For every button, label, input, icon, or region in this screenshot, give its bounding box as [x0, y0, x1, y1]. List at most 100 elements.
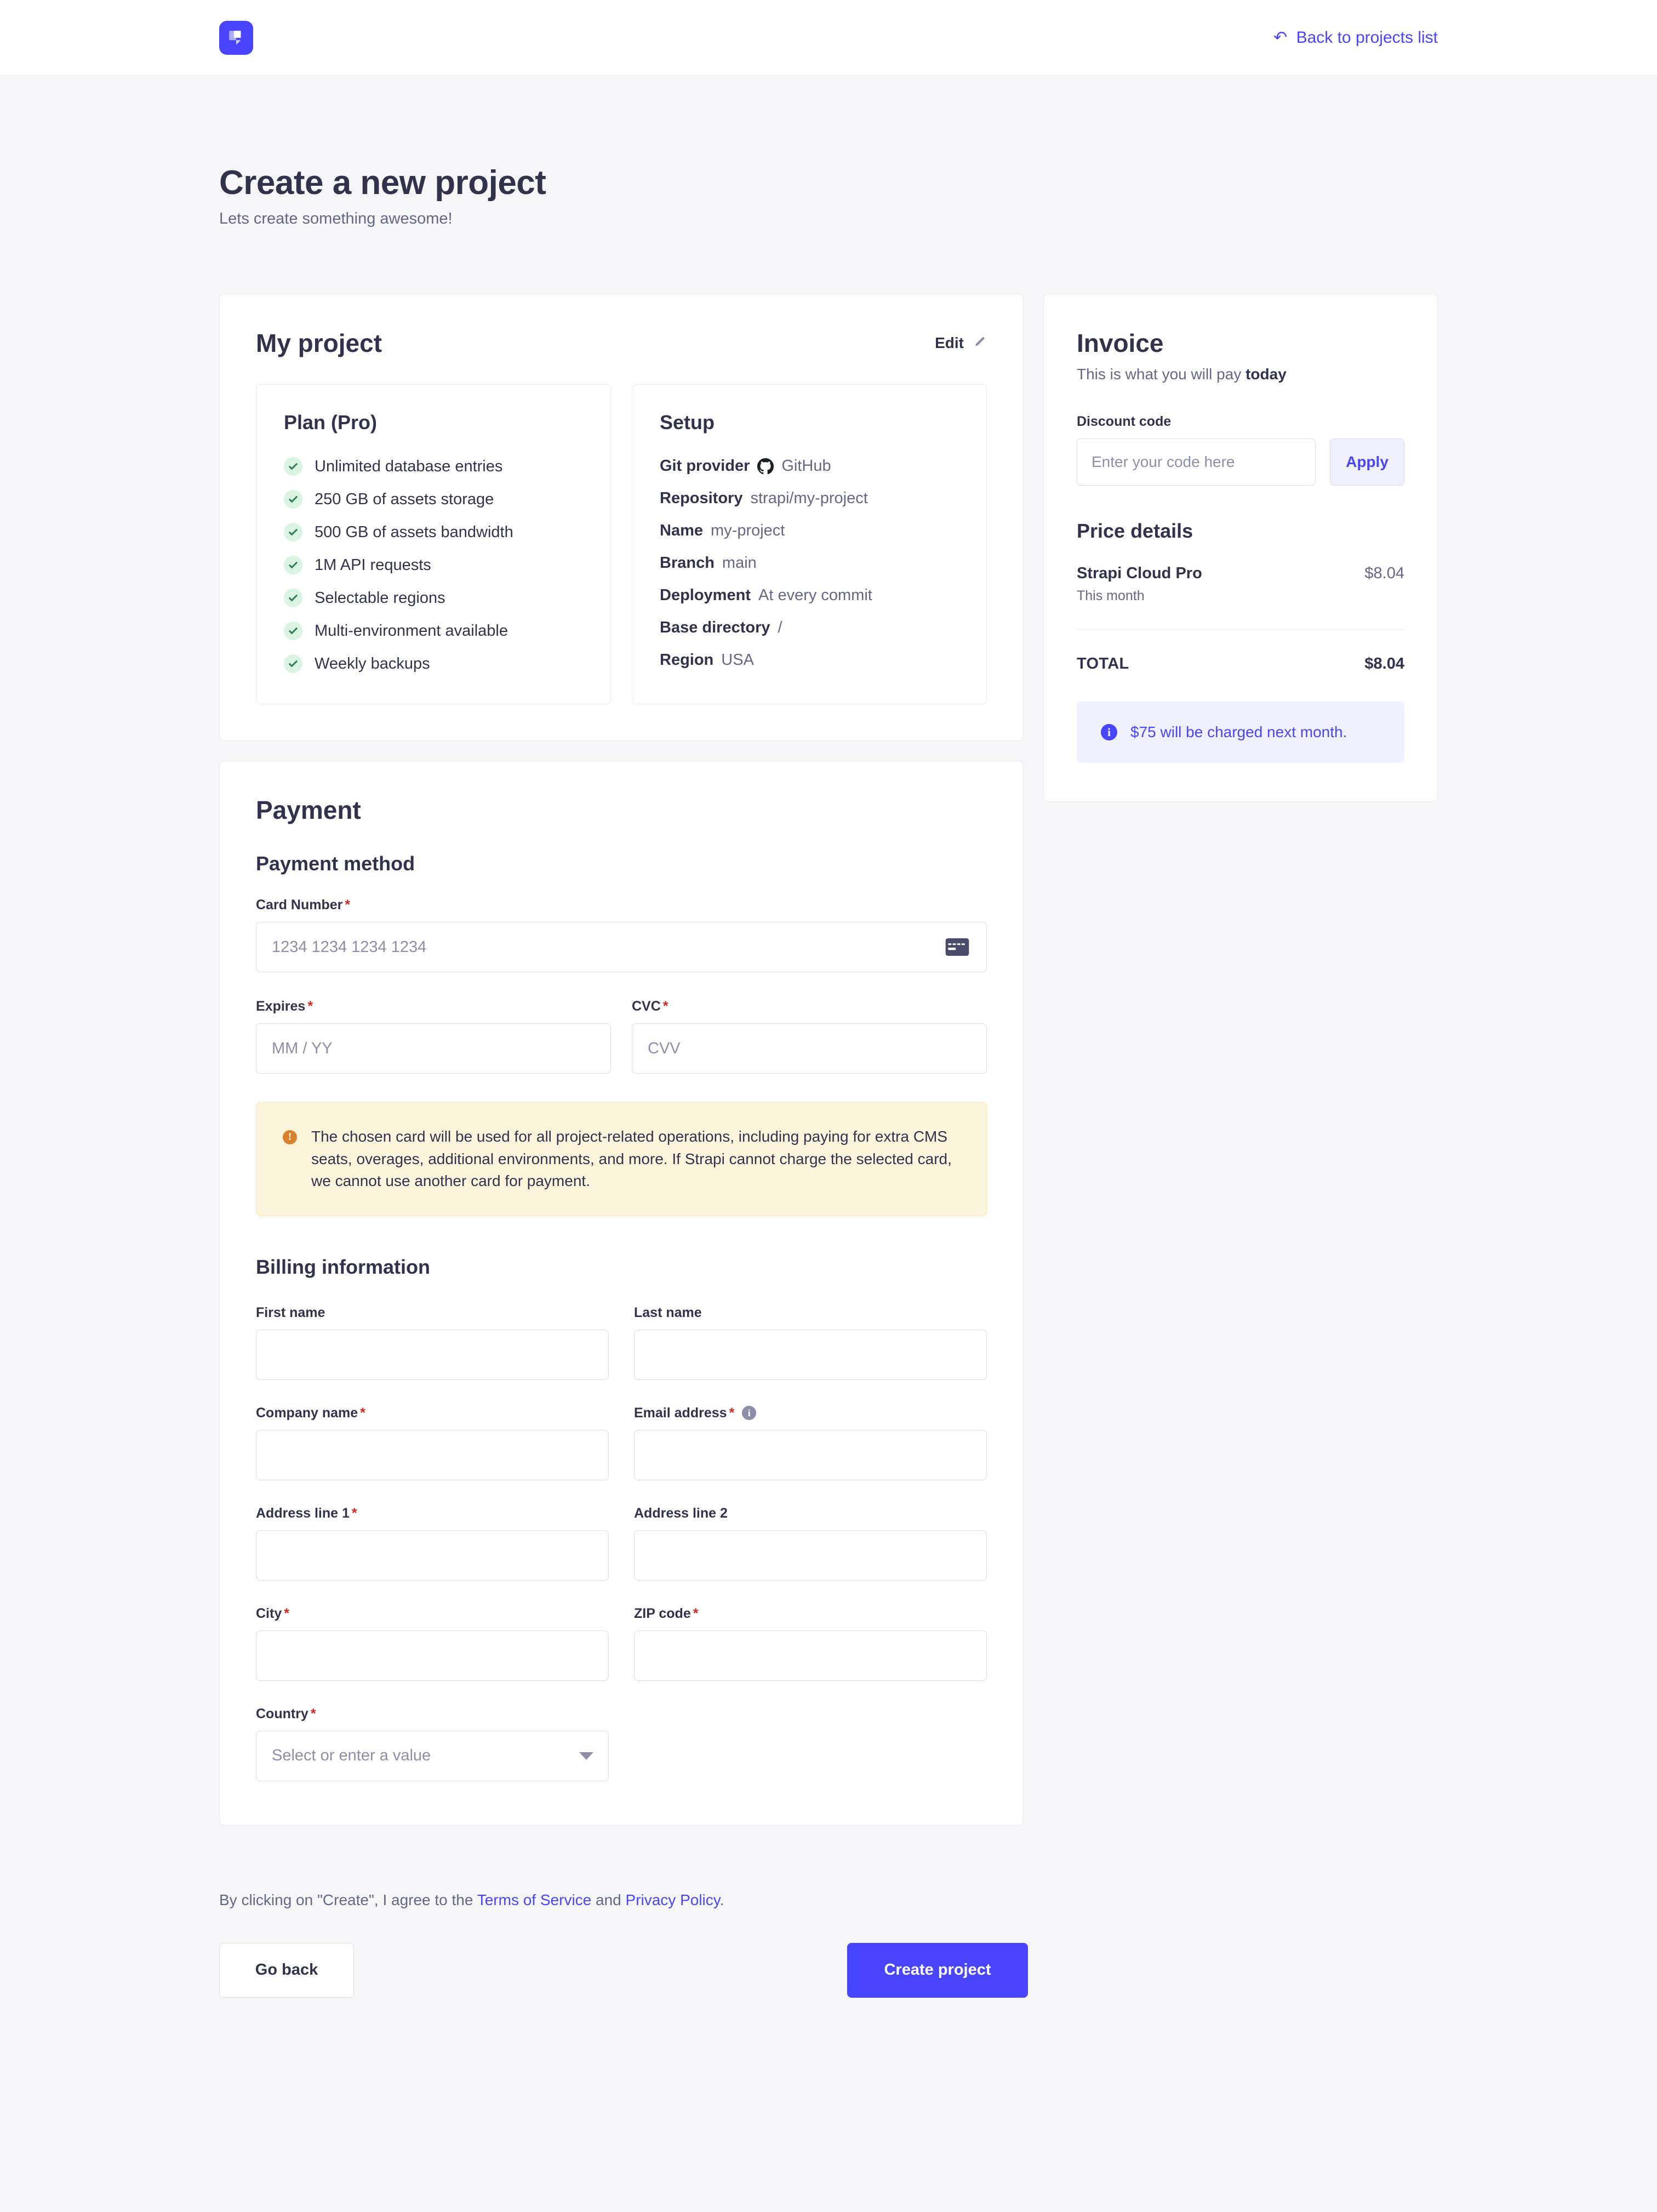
- address-line-1-input[interactable]: [256, 1530, 609, 1581]
- first-name-label-text: First name: [256, 1304, 325, 1320]
- expires-input[interactable]: [256, 1023, 611, 1074]
- setup-title: Setup: [660, 411, 715, 434]
- expires-label: Expires *: [256, 999, 611, 1014]
- plan-title: Plan (Pro): [284, 411, 378, 434]
- setup-value: strapi/my-project: [750, 489, 868, 507]
- country-select[interactable]: [256, 1730, 609, 1781]
- page-subtitle: Lets create something awesome!: [219, 210, 453, 227]
- go-back-button[interactable]: Go back: [219, 1942, 354, 1998]
- company-email-row: Company name * Email address * i: [256, 1405, 987, 1480]
- edit-project-label: Edit: [935, 334, 964, 351]
- page-header: Create a new project Lets create somethi…: [219, 76, 1438, 228]
- email-address-field: Email address * i: [634, 1405, 987, 1480]
- list-item: Region USA: [660, 651, 959, 669]
- check-icon: [284, 654, 302, 673]
- create-project-button[interactable]: Create project: [847, 1942, 1028, 1998]
- invoice-subtitle-prefix: This is what you will pay: [1077, 366, 1246, 383]
- discount-code-input[interactable]: [1077, 438, 1316, 486]
- apply-discount-button[interactable]: Apply: [1330, 438, 1404, 486]
- last-name-field: Last name: [634, 1305, 987, 1380]
- setup-value: my-project: [711, 522, 785, 539]
- required-marker: *: [662, 999, 668, 1014]
- first-name-input[interactable]: [256, 1329, 609, 1380]
- project-subcards: Plan (Pro) Unlimited database entries 25…: [256, 384, 987, 704]
- city-input[interactable]: [256, 1630, 609, 1681]
- invoice-note-banner: i $75 will be charged next month.: [1077, 702, 1404, 763]
- list-item: Weekly backups: [284, 654, 583, 673]
- setup-key: Deployment: [660, 586, 751, 604]
- footer-buttons: Go back Create project: [219, 1942, 1438, 1998]
- invoice-total-row: TOTAL $8.04: [1077, 655, 1404, 673]
- address-line-2-label: Address line 2: [634, 1506, 987, 1521]
- address-line-1-label: Address line 1 *: [256, 1506, 609, 1521]
- list-item: Unlimited database entries: [284, 457, 583, 476]
- pencil-icon: [973, 334, 987, 352]
- credit-card-icon: [945, 938, 969, 956]
- setup-detail-list: Git provider GitHub Repository strapi/my…: [660, 457, 959, 669]
- list-item: Git provider GitHub: [660, 457, 959, 475]
- address-row: Address line 1 * Address line 2: [256, 1506, 987, 1581]
- check-icon: [284, 523, 302, 541]
- terms-suffix: .: [719, 1891, 724, 1908]
- email-address-label-text: Email address: [634, 1405, 727, 1421]
- warning-icon: !: [283, 1130, 297, 1144]
- required-marker: *: [729, 1405, 735, 1421]
- city-label-text: City: [256, 1605, 282, 1621]
- back-to-projects-link[interactable]: ↷ Back to projects list: [1273, 28, 1438, 47]
- price-line-item-name: Strapi Cloud Pro: [1077, 565, 1202, 582]
- setup-key: Branch: [660, 554, 715, 572]
- invoice-total-label: TOTAL: [1077, 655, 1129, 672]
- my-project-title: My project: [256, 329, 382, 357]
- invoice-subtitle: This is what you will pay today: [1077, 366, 1404, 383]
- card-number-input-wrap: [256, 922, 987, 972]
- setup-key: Name: [660, 522, 703, 539]
- required-marker: *: [310, 1706, 316, 1721]
- invoice-subtitle-strong: today: [1245, 366, 1287, 383]
- zip-code-input[interactable]: [634, 1630, 987, 1681]
- setup-card: Setup Git provider GitHub Repository: [632, 384, 987, 704]
- terms-prefix: By clicking on "Create", I agree to the: [219, 1891, 477, 1908]
- billing-information-title: Billing information: [256, 1255, 430, 1278]
- required-marker: *: [345, 897, 351, 913]
- expires-label-text: Expires: [256, 999, 306, 1014]
- required-marker: *: [693, 1605, 699, 1621]
- info-icon[interactable]: i: [742, 1406, 757, 1421]
- address-line-2-input[interactable]: [634, 1530, 987, 1581]
- info-icon: i: [1101, 724, 1117, 740]
- country-field: Country *: [256, 1706, 609, 1781]
- card-number-field: Card Number *: [256, 897, 987, 972]
- privacy-policy-link[interactable]: Privacy Policy: [625, 1891, 720, 1908]
- setup-key: Repository: [660, 489, 743, 507]
- edit-project-button[interactable]: Edit: [935, 334, 987, 352]
- price-details-title: Price details: [1077, 520, 1193, 542]
- zip-code-field: ZIP code *: [634, 1606, 987, 1681]
- payment-card: Payment Payment method Card Number *: [219, 761, 1024, 1826]
- list-item: Repository strapi/my-project: [660, 489, 959, 508]
- list-item: Multi-environment available: [284, 622, 583, 640]
- last-name-input[interactable]: [634, 1329, 987, 1380]
- list-item: Branch main: [660, 554, 959, 572]
- terms-agreement-text: By clicking on "Create", I agree to the …: [219, 1891, 1438, 1909]
- plan-feature-label: 500 GB of assets bandwidth: [315, 523, 513, 541]
- cvc-label: CVC *: [632, 999, 987, 1014]
- company-name-input[interactable]: [256, 1429, 609, 1480]
- email-address-input[interactable]: [634, 1429, 987, 1480]
- my-project-header: My project Edit: [256, 328, 987, 358]
- card-number-input[interactable]: [256, 922, 987, 972]
- email-address-label: Email address * i: [634, 1405, 987, 1421]
- terms-and: and: [591, 1891, 626, 1908]
- country-label: Country *: [256, 1706, 609, 1722]
- zip-code-label: ZIP code *: [634, 1606, 987, 1622]
- terms-of-service-link[interactable]: Terms of Service: [477, 1891, 592, 1908]
- first-name-label: First name: [256, 1305, 609, 1321]
- company-name-label-text: Company name: [256, 1405, 358, 1421]
- list-item: Base directory /: [660, 619, 959, 637]
- invoice-card: Invoice This is what you will pay today …: [1043, 294, 1438, 802]
- strapi-logo-icon[interactable]: [219, 20, 253, 55]
- discount-code-label: Discount code: [1077, 414, 1172, 429]
- city-field: City *: [256, 1606, 609, 1681]
- price-line-item-info: Strapi Cloud Pro This month: [1077, 565, 1202, 604]
- company-name-field: Company name *: [256, 1405, 609, 1480]
- cvc-input[interactable]: [632, 1023, 987, 1074]
- check-icon: [284, 490, 302, 509]
